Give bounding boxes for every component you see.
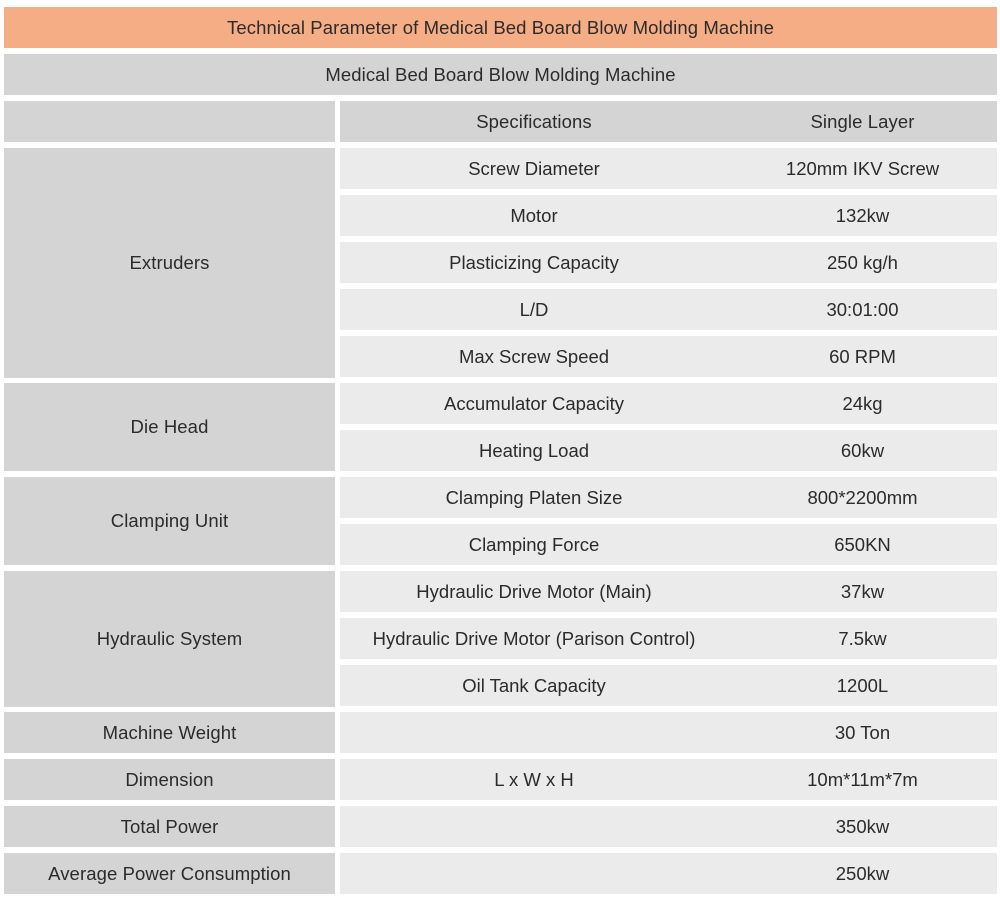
spec-cell: Clamping Force xyxy=(468,533,600,555)
table-row: 250kw xyxy=(340,853,997,894)
value-cell: 7.5kw xyxy=(838,627,887,649)
value-cell: 132kw xyxy=(835,204,890,226)
spec-cell: Heating Load xyxy=(478,439,590,461)
value-cell: 800*2200mm xyxy=(807,486,918,508)
group-dimension: Dimension xyxy=(4,759,335,800)
value-cell: 10m*11m*7m xyxy=(807,768,918,790)
spec-cell xyxy=(340,712,728,753)
table-row: L/D 30:01:00 xyxy=(340,289,997,330)
spec-cell: Plasticizing Capacity xyxy=(449,251,619,273)
group-hydraulic-system: Hydraulic System xyxy=(4,571,335,707)
table-row: Oil Tank Capacity 1200L xyxy=(340,665,997,706)
table-row: 30 Ton xyxy=(340,712,997,753)
table-title: Technical Parameter of Medical Bed Board… xyxy=(4,7,997,48)
spec-cell: L/D xyxy=(519,298,549,320)
table-row: Max Screw Speed 60 RPM xyxy=(340,336,997,377)
header-blank-cell xyxy=(4,101,335,142)
value-cell: 250kw xyxy=(835,862,890,884)
table-row: Accumulator Capacity 24kg xyxy=(340,383,997,424)
table-row: L x W x H 10m*11m*7m xyxy=(340,759,997,800)
table-row: Hydraulic Drive Motor (Parison Control) … xyxy=(340,618,997,659)
value-cell: 250 kg/h xyxy=(827,251,898,273)
table-row: 350kw xyxy=(340,806,997,847)
table-row: Heating Load 60kw xyxy=(340,430,997,471)
table-row: Hydraulic Drive Motor (Main) 37kw xyxy=(340,571,997,612)
spec-cell: Clamping Platen Size xyxy=(445,486,623,508)
spec-cell: Motor xyxy=(510,204,558,226)
value-cell: 30 Ton xyxy=(834,721,891,743)
spec-cell: Max Screw Speed xyxy=(458,345,610,367)
spec-cell: Accumulator Capacity xyxy=(444,392,624,414)
table-row: Motor 132kw xyxy=(340,195,997,236)
group-machine-weight: Machine Weight xyxy=(4,712,335,753)
group-average-power-consumption: Average Power Consumption xyxy=(4,853,335,894)
value-cell: 1200L xyxy=(836,674,889,696)
spec-cell: Oil Tank Capacity xyxy=(462,674,606,696)
table-row: Screw Diameter 120mm IKV Screw xyxy=(340,148,997,189)
header-single-layer: Single Layer xyxy=(810,110,915,132)
spec-cell: L x W x H xyxy=(494,768,574,790)
value-cell: 30:01:00 xyxy=(826,298,899,320)
spec-cell: Hydraulic Drive Motor (Main) xyxy=(416,580,652,602)
spec-cell xyxy=(340,806,728,847)
spec-cell: Hydraulic Drive Motor (Parison Control) xyxy=(372,627,696,649)
table-row: Plasticizing Capacity 250 kg/h xyxy=(340,242,997,283)
value-cell: 24kg xyxy=(842,392,883,414)
value-cell: 60kw xyxy=(840,439,885,461)
value-cell: 120mm IKV Screw xyxy=(785,157,940,179)
header-specifications: Specifications xyxy=(476,110,592,132)
group-die-head: Die Head xyxy=(4,383,335,471)
header-row: Specifications Single Layer xyxy=(340,101,997,142)
group-extruders: Extruders xyxy=(4,148,335,378)
value-cell: 650KN xyxy=(834,533,891,555)
table-row: Clamping Platen Size 800*2200mm xyxy=(340,477,997,518)
spec-cell xyxy=(340,853,728,894)
group-total-power: Total Power xyxy=(4,806,335,847)
spec-cell: Screw Diameter xyxy=(468,157,600,179)
table-subtitle: Medical Bed Board Blow Molding Machine xyxy=(4,54,997,95)
value-cell: 350kw xyxy=(835,815,890,837)
value-cell: 37kw xyxy=(840,580,885,602)
group-clamping-unit: Clamping Unit xyxy=(4,477,335,565)
table-row: Clamping Force 650KN xyxy=(340,524,997,565)
value-cell: 60 RPM xyxy=(829,345,896,367)
